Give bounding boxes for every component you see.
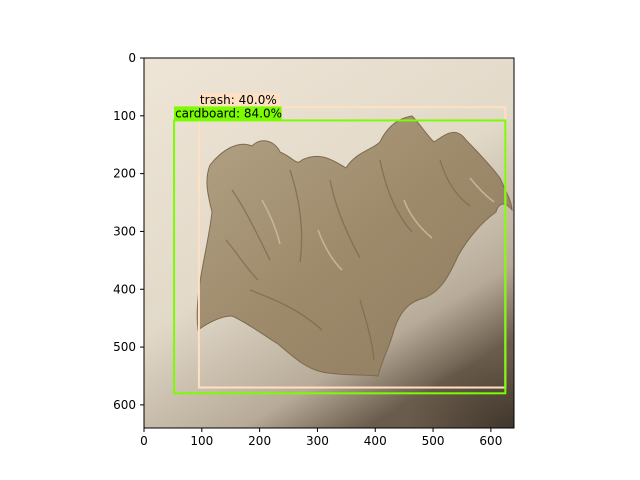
y-tick-label: 200	[113, 167, 136, 181]
x-tick-label: 100	[190, 434, 213, 448]
crumpled-paper-object	[196, 115, 513, 377]
x-tick-label: 200	[248, 434, 271, 448]
y-tick-label: 400	[113, 282, 136, 296]
y-axis: 0 100 200 300 400 500 600	[113, 51, 144, 412]
detection-box	[173, 119, 507, 395]
x-tick-label: 300	[306, 434, 329, 448]
y-tick-label: 300	[113, 224, 136, 238]
detection-label-background	[174, 106, 282, 121]
y-tick-label: 100	[113, 109, 136, 123]
x-axis: 0 100 200 300 400 500 600	[140, 428, 502, 448]
x-tick-label: 0	[140, 434, 148, 448]
axes-frame	[143, 57, 515, 429]
y-tick-label: 600	[113, 398, 136, 412]
detection-boxes: trash: 40.0%cardboard: 84.0%	[173, 93, 507, 395]
paper-crease-lines	[225, 159, 471, 361]
x-tick-label: 500	[422, 434, 445, 448]
y-tick-label: 500	[113, 340, 136, 354]
detection-label: trash: 40.0%	[200, 93, 277, 107]
detection-label: cardboard: 84.0%	[175, 106, 282, 120]
x-tick-label: 600	[479, 434, 502, 448]
detection-label-background	[198, 93, 281, 108]
y-tick-label: 0	[128, 51, 136, 65]
paper-highlights	[261, 177, 495, 271]
x-tick-label: 400	[364, 434, 387, 448]
